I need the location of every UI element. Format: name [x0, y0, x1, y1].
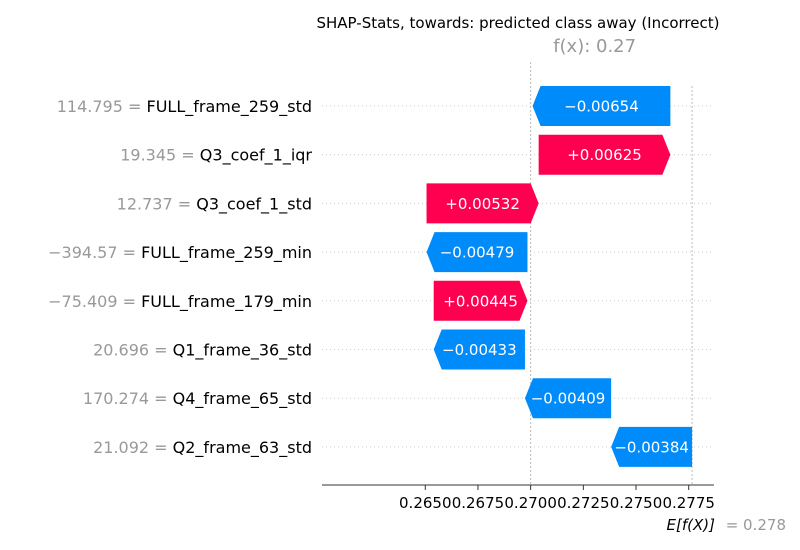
feature-label: −75.409 = FULL_frame_179_min [48, 292, 312, 312]
feature-bars: −0.00654 +0.00625 +0.00532 −0.00479 +0.00445… [426, 86, 693, 467]
expected-value-symbol: E[f(X)] [666, 516, 715, 534]
feature-name: Q3_coef_1_std [196, 194, 312, 214]
bar-value-label: −0.00433 [442, 341, 517, 359]
feature-labels: 114.795 = FULL_frame_259_std 19.345 = Q3_… [48, 97, 312, 458]
feature-label: 12.737 = Q3_coef_1_std [117, 194, 312, 214]
feature-bar [426, 232, 528, 273]
x-tick-label: 0.2675 [452, 494, 505, 512]
feature-name: Q1_frame_36_std [173, 341, 312, 361]
feature-bar [538, 134, 671, 175]
feature-bar [524, 378, 612, 419]
feature-name: Q3_coef_1_iqr [200, 146, 313, 166]
feature-name: Q2_frame_63_std [173, 438, 312, 458]
feature-bar [426, 183, 539, 224]
feature-value: 114.795 = [57, 97, 147, 116]
feature-name: FULL_frame_259_std [147, 97, 313, 117]
feature-label: 114.795 = FULL_frame_259_std [57, 97, 312, 117]
bar-value-label: +0.00445 [443, 292, 518, 310]
feature-name: Q4_frame_65_std [173, 389, 312, 409]
x-axis: 0.2650 0.2675 0.2700 0.2725 0.2750 0.2775 [322, 484, 715, 512]
feature-bar [611, 426, 693, 467]
expected-value-label: E[f(X)] = 0.278 [666, 516, 786, 534]
bar-value-label: −0.00384 [614, 438, 689, 456]
feature-name: FULL_frame_179_min [141, 292, 312, 312]
feature-label: −394.57 = FULL_frame_259_min [48, 243, 312, 263]
x-tick-label: 0.2650 [399, 494, 452, 512]
feature-label: 20.696 = Q1_frame_36_std [93, 341, 312, 361]
x-tick-label: 0.2775 [662, 494, 715, 512]
feature-bar [532, 86, 671, 126]
bar-value-label: +0.00625 [567, 146, 642, 164]
feature-value: 170.274 = [83, 389, 173, 408]
feature-label: 170.274 = Q4_frame_65_std [83, 389, 312, 409]
chart-title: SHAP-Stats, towards: predicted class awa… [317, 14, 720, 32]
feature-label: 19.345 = Q3_coef_1_iqr [120, 146, 312, 166]
bar-value-label: −0.00654 [564, 98, 639, 116]
feature-label: 21.092 = Q2_frame_63_std [93, 438, 312, 458]
x-tick-label: 0.2725 [557, 494, 610, 512]
bar-value-label: −0.00409 [531, 390, 606, 408]
bar-value-label: −0.00479 [440, 244, 515, 262]
feature-bar [433, 329, 525, 370]
feature-value: −75.409 = [48, 292, 141, 311]
feature-name: FULL_frame_259_min [141, 243, 312, 263]
feature-value: 19.345 = [120, 146, 200, 165]
expected-value-number: = 0.278 [726, 516, 786, 534]
feature-value: −394.57 = [48, 243, 141, 262]
x-tick-label: 0.2750 [610, 494, 663, 512]
output-value-label: f(x): 0.27 [553, 36, 636, 57]
feature-value: 12.737 = [117, 194, 197, 213]
feature-value: 21.092 = [93, 438, 173, 457]
x-tick-label: 0.2700 [504, 494, 557, 512]
feature-value: 20.696 = [93, 341, 173, 360]
bar-value-label: +0.00532 [445, 195, 520, 213]
feature-bar [433, 280, 528, 321]
